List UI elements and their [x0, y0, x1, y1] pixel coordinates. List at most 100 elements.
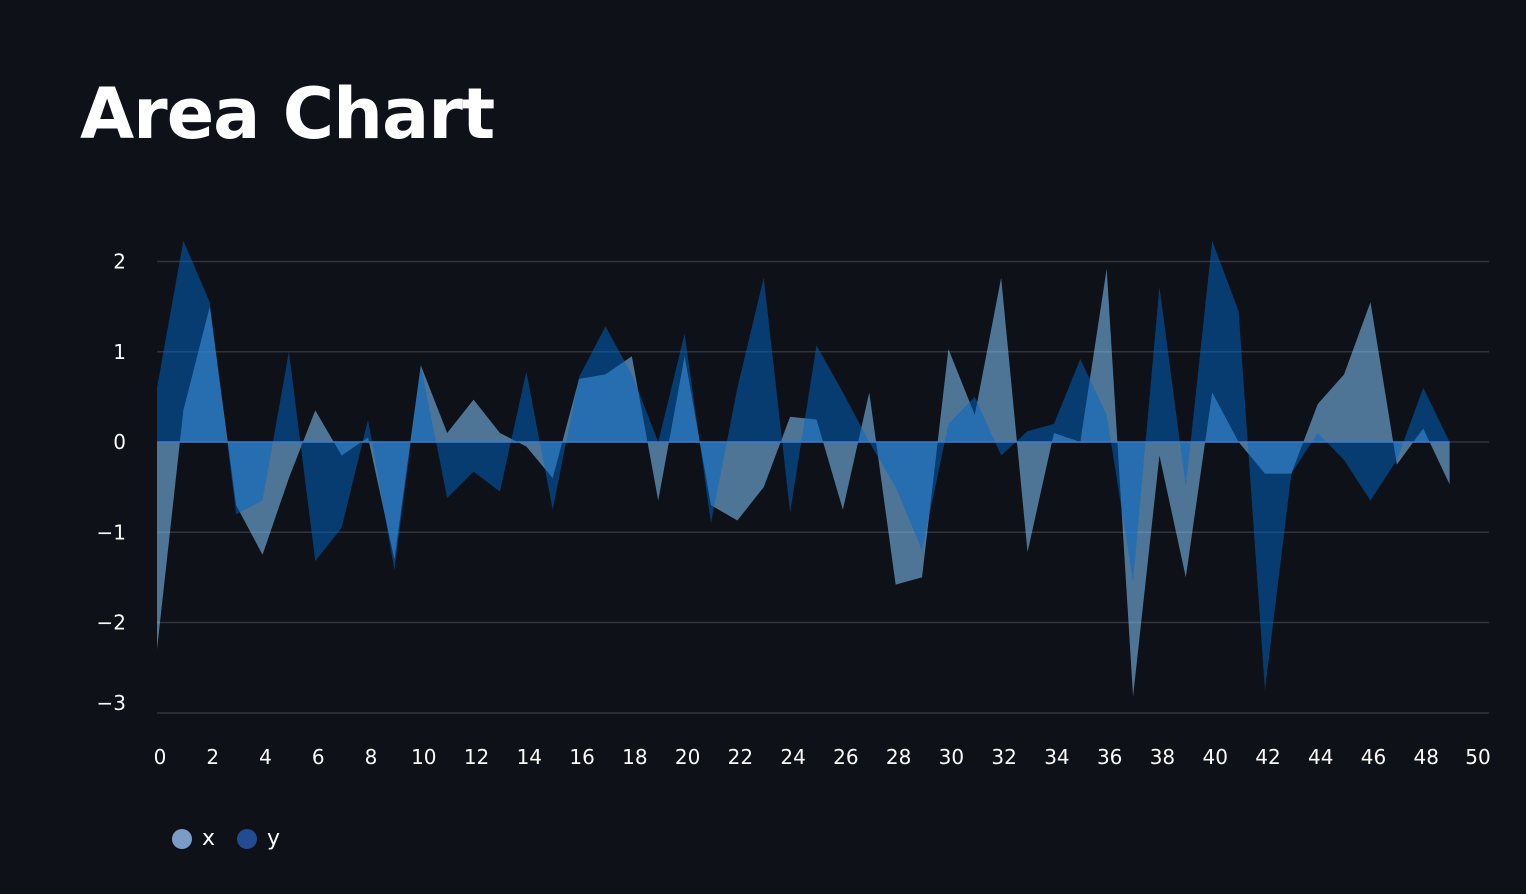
- data-point-x[interactable]: [998, 275, 1004, 281]
- data-point-x[interactable]: [1130, 694, 1136, 700]
- x-tick-label: 50: [1465, 745, 1490, 769]
- data-point-y[interactable]: [180, 238, 186, 244]
- data-point-x[interactable]: [1025, 549, 1031, 555]
- data-point-y[interactable]: [1209, 238, 1215, 244]
- data-point-y[interactable]: [1394, 457, 1400, 463]
- data-point-x[interactable]: [1367, 299, 1373, 305]
- data-point-y[interactable]: [418, 362, 424, 368]
- data-point-y[interactable]: [497, 489, 503, 495]
- data-point-y[interactable]: [550, 507, 556, 513]
- data-point-x[interactable]: [1104, 266, 1110, 272]
- data-point-x[interactable]: [866, 389, 872, 395]
- data-point-y[interactable]: [1051, 421, 1057, 427]
- data-point-y[interactable]: [945, 421, 951, 427]
- data-point-y[interactable]: [602, 323, 608, 329]
- data-point-y[interactable]: [1315, 430, 1321, 436]
- data-point-x[interactable]: [1156, 453, 1162, 459]
- data-point-x[interactable]: [312, 407, 318, 413]
- data-point-x[interactable]: [761, 484, 767, 490]
- series-areas: [154, 238, 1453, 700]
- data-point-y[interactable]: [1262, 687, 1268, 693]
- data-point-x[interactable]: [919, 574, 925, 580]
- data-point-x[interactable]: [497, 430, 503, 436]
- x-tick-label: 8: [365, 745, 378, 769]
- data-point-y[interactable]: [312, 558, 318, 564]
- data-point-y[interactable]: [998, 453, 1004, 459]
- axis-ticks: 210−1−2−30 2 4 6 8 10 12 14 16 18 20 22 24 26 28 30 32 34…: [97, 250, 1491, 770]
- legend-label-y: y: [267, 826, 281, 851]
- x-tick-label: 30: [939, 745, 964, 769]
- data-point-y[interactable]: [1156, 284, 1162, 290]
- data-point-x[interactable]: [444, 430, 450, 436]
- data-point-x[interactable]: [655, 498, 661, 504]
- x-tick-label: 12: [464, 745, 489, 769]
- data-point-y[interactable]: [1104, 412, 1110, 418]
- data-point-y[interactable]: [233, 511, 239, 517]
- x-tick-label: 14: [517, 745, 542, 769]
- x-tick-label: 26: [833, 745, 858, 769]
- data-point-y[interactable]: [629, 371, 635, 377]
- data-point-y[interactable]: [1367, 498, 1373, 504]
- x-tick-label: 16: [569, 745, 594, 769]
- data-point-y[interactable]: [260, 498, 266, 504]
- data-point-y[interactable]: [972, 394, 978, 400]
- data-point-y[interactable]: [1288, 471, 1294, 477]
- x-tick-label: 0: [154, 745, 167, 769]
- data-point-x[interactable]: [1447, 481, 1453, 487]
- chart-legend: x y: [172, 826, 280, 851]
- data-point-y[interactable]: [207, 299, 213, 305]
- data-point-x[interactable]: [260, 552, 266, 558]
- data-point-y[interactable]: [391, 567, 397, 573]
- data-point-x[interactable]: [734, 518, 740, 524]
- data-point-y[interactable]: [1183, 484, 1189, 490]
- data-point-y[interactable]: [286, 349, 292, 355]
- data-point-y[interactable]: [734, 385, 740, 391]
- area-series-x[interactable]: [157, 268, 1450, 697]
- data-point-y[interactable]: [154, 385, 160, 391]
- data-point-y[interactable]: [339, 525, 345, 531]
- x-tick-label: 44: [1308, 745, 1333, 769]
- data-point-y[interactable]: [814, 342, 820, 348]
- x-tick-label: 24: [780, 745, 805, 769]
- y-tick-label: 2: [113, 250, 126, 274]
- data-point-y[interactable]: [1130, 579, 1136, 585]
- data-point-x[interactable]: [945, 346, 951, 352]
- data-point-y[interactable]: [523, 369, 529, 375]
- data-point-y[interactable]: [893, 484, 899, 490]
- legend-label-x: x: [202, 826, 216, 851]
- data-point-x[interactable]: [787, 414, 793, 420]
- data-point-x[interactable]: [893, 582, 899, 588]
- legend-item-y[interactable]: y: [237, 826, 280, 851]
- data-point-y[interactable]: [708, 520, 714, 526]
- data-point-x[interactable]: [1315, 401, 1321, 407]
- data-point-y[interactable]: [1341, 457, 1347, 463]
- data-point-y[interactable]: [576, 374, 582, 380]
- data-point-y[interactable]: [919, 547, 925, 553]
- x-tick-label: 42: [1255, 745, 1280, 769]
- data-point-y[interactable]: [1236, 308, 1242, 314]
- data-point-y[interactable]: [471, 469, 477, 475]
- legend-item-x[interactable]: x: [172, 826, 215, 851]
- data-point-x[interactable]: [523, 444, 529, 450]
- legend-swatch-x: [172, 828, 192, 849]
- data-point-x[interactable]: [154, 647, 160, 653]
- y-tick-label: 0: [113, 430, 126, 454]
- y-tick-label: −3: [97, 691, 126, 715]
- data-point-y[interactable]: [840, 389, 846, 395]
- data-point-y[interactable]: [444, 495, 450, 501]
- data-point-y[interactable]: [365, 416, 371, 422]
- data-point-y[interactable]: [1025, 428, 1031, 434]
- data-point-x[interactable]: [629, 353, 635, 359]
- data-point-y[interactable]: [787, 509, 793, 515]
- data-point-y[interactable]: [682, 331, 688, 337]
- data-point-x[interactable]: [1341, 371, 1347, 377]
- x-tick-label: 40: [1202, 745, 1227, 769]
- data-point-y[interactable]: [761, 275, 767, 281]
- x-tick-label: 36: [1097, 745, 1122, 769]
- data-point-x[interactable]: [286, 475, 292, 481]
- data-point-x[interactable]: [1183, 574, 1189, 580]
- data-point-y[interactable]: [1077, 356, 1083, 362]
- data-point-y[interactable]: [1420, 385, 1426, 391]
- data-point-x[interactable]: [840, 507, 846, 513]
- data-point-x[interactable]: [471, 397, 477, 403]
